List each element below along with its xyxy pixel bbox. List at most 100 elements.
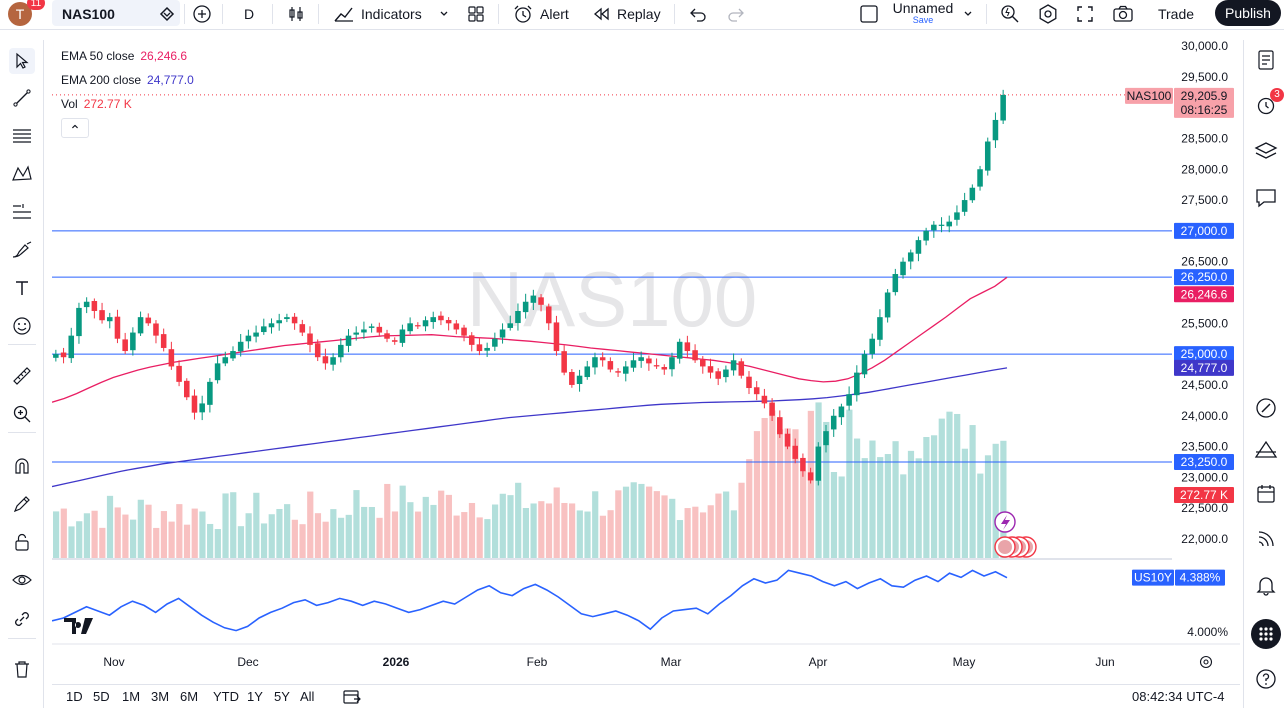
cursor-arrow-icon[interactable] (9, 48, 35, 74)
volume-bar (615, 490, 622, 559)
volume-bar (445, 494, 452, 559)
range-button-ytd[interactable]: YTD (213, 689, 239, 704)
candle-body (884, 292, 891, 318)
candle-body (76, 307, 82, 337)
range-button-1m[interactable]: 1M (122, 689, 141, 704)
indicators-button[interactable]: Indicators (333, 0, 422, 27)
ema200-value: 24,777.0 (147, 73, 194, 87)
ruler-measure-icon[interactable] (9, 363, 35, 389)
stay-in-drawing-mode-icon[interactable] (9, 491, 35, 517)
layout-name: Unnamed (892, 0, 954, 16)
range-button-5y[interactable]: 5Y (274, 689, 290, 704)
notifications-bell-icon[interactable] (1253, 572, 1279, 598)
volume-bar (699, 512, 707, 559)
ideas-compass-icon[interactable] (1253, 395, 1279, 421)
candle-body (353, 332, 359, 335)
alerts-clock-icon[interactable] (1253, 92, 1279, 118)
range-button-3m[interactable]: 3M (151, 689, 170, 704)
level-25000-tag-bg (1174, 346, 1234, 363)
visibility-eye-icon[interactable] (9, 567, 35, 593)
volume-bar (291, 519, 298, 559)
range-button-5d[interactable]: 5D (93, 689, 110, 704)
layers-icon[interactable] (1253, 138, 1279, 164)
technicals-icon[interactable] (1253, 437, 1279, 463)
legend-ema50[interactable]: EMA 50 close 26,246.6 (61, 44, 194, 68)
camera-snapshot-icon[interactable] (1112, 0, 1134, 27)
time-axis-label: Feb (527, 655, 548, 669)
calendar-icon[interactable] (1253, 481, 1279, 507)
range-button-all[interactable]: All (300, 689, 315, 704)
candle-body (761, 395, 768, 404)
range-button-1y[interactable]: 1Y (247, 689, 263, 704)
candle-body (468, 335, 475, 345)
compare-symbol-plus-icon[interactable] (192, 0, 212, 27)
favorite-diamond-icon[interactable] (158, 0, 176, 27)
volume-bar (260, 523, 268, 559)
price-axis-tick: 25,500.0 (1181, 316, 1228, 330)
brush-icon[interactable] (9, 237, 35, 263)
legend-ema200[interactable]: EMA 200 close 24,777.0 (61, 68, 194, 92)
notification-badge: 11 (27, 0, 45, 10)
undo-icon[interactable] (688, 0, 708, 27)
candle-body (499, 329, 506, 338)
templates-grid-icon[interactable] (466, 0, 486, 27)
fib-retracement-icon[interactable] (9, 123, 35, 149)
layout-name-button[interactable]: Unnamed Save (890, 0, 956, 27)
candle-body (222, 357, 229, 364)
save-label: Save (912, 14, 934, 25)
candle-body (461, 327, 467, 336)
streams-broadcast-icon[interactable] (1253, 526, 1279, 552)
quick-search-icon[interactable] (999, 0, 1021, 27)
range-button-1d[interactable]: 1D (66, 689, 83, 704)
volume-bar (507, 495, 514, 559)
candle-body (792, 445, 798, 459)
candle-body (407, 323, 413, 332)
layout-dropdown-chevron-icon[interactable] (962, 0, 974, 27)
price-axis-tick: 24,000.0 (1181, 409, 1228, 423)
forecasting-tools-icon[interactable] (9, 199, 35, 225)
publish-button[interactable]: Publish (1215, 0, 1281, 26)
price-axis-tick: 26,500.0 (1181, 255, 1228, 269)
trash-icon[interactable] (9, 656, 35, 682)
time-axis[interactable]: Nov Dec 2026 Feb Mar Apr May Jun (52, 643, 1240, 669)
layout-square-icon[interactable] (858, 0, 880, 27)
interval-button[interactable]: D (244, 0, 254, 27)
indicators-dropdown-chevron-icon[interactable] (438, 0, 450, 27)
candle-body (261, 326, 267, 333)
text-tool-icon[interactable] (9, 275, 35, 301)
volume-bar (784, 428, 791, 559)
clock-timezone[interactable]: 08:42:34 UTC-4 (1132, 689, 1225, 704)
main-chart[interactable]: NAS100 30,000.0 29,500.0 28,500.0 28,000.0 2… (52, 36, 1240, 676)
volume-bar (792, 429, 799, 559)
candle-body (284, 317, 290, 320)
magnet-icon[interactable] (9, 453, 35, 479)
help-question-icon[interactable] (1253, 666, 1279, 692)
lock-icon[interactable] (9, 529, 35, 555)
goto-date-calendar-icon[interactable] (342, 689, 362, 708)
pattern-xabcd-icon[interactable] (9, 161, 35, 187)
emoji-icon[interactable] (9, 313, 35, 339)
candle-body (299, 324, 306, 333)
products-menu-icon[interactable] (1251, 619, 1281, 649)
zoom-in-icon[interactable] (9, 401, 35, 427)
symbol-search[interactable]: NAS100 (52, 0, 180, 26)
candle-body (684, 342, 691, 352)
fullscreen-icon[interactable] (1075, 0, 1095, 27)
trade-button[interactable]: Trade (1146, 0, 1206, 27)
link-icon[interactable] (9, 606, 35, 632)
trend-line-icon[interactable] (9, 85, 35, 111)
candle-type-icon[interactable] (286, 0, 306, 27)
candle-body (622, 366, 629, 374)
settings-gear-icon[interactable] (1037, 0, 1059, 27)
alert-button[interactable]: Alert (512, 0, 569, 27)
range-button-6m[interactable]: 6M (180, 689, 199, 704)
time-axis-label: Jun (1095, 655, 1114, 669)
legend-volume[interactable]: Vol 272.77 K (61, 92, 194, 116)
volume-bar (237, 526, 245, 559)
watchlist-icon[interactable] (1253, 47, 1279, 73)
price-axis[interactable]: 30,000.0 29,500.0 28,500.0 28,000.0 27,500.0… (1181, 39, 1228, 639)
chat-icon[interactable] (1253, 185, 1279, 211)
legend-collapse-button[interactable]: ⌃ (61, 118, 89, 138)
replay-button[interactable]: Replay (593, 0, 661, 27)
redo-icon[interactable] (726, 0, 746, 27)
